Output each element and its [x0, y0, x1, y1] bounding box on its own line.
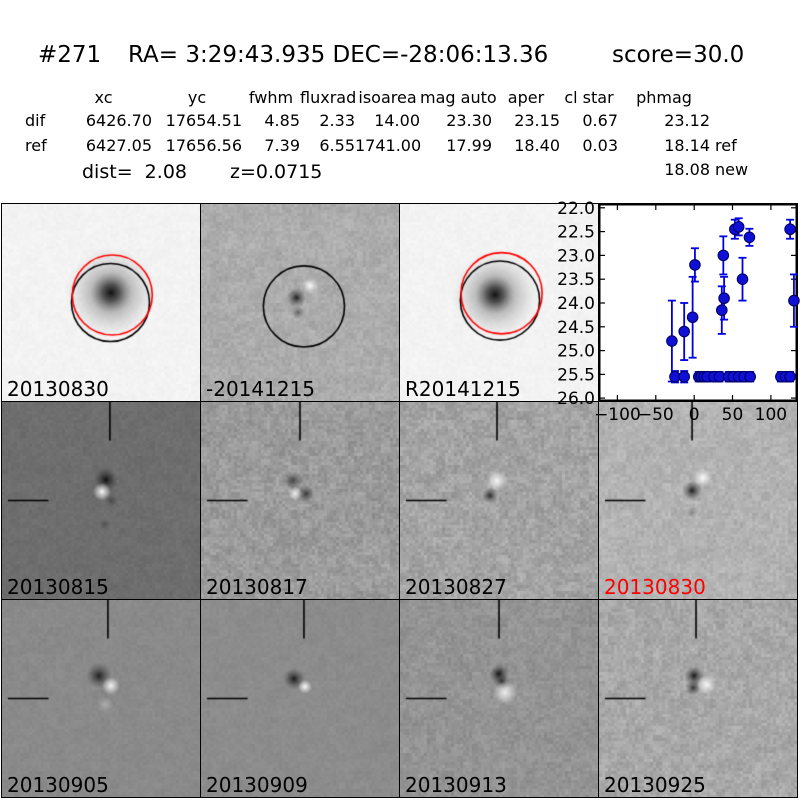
cutout-date-label: 20130827: [405, 575, 507, 599]
photometry-row-ref: ref 6427.05 17656.56 7.39 6.55 1741.00 1…: [25, 136, 750, 155]
col-header-cl-star: cl star: [564, 88, 614, 107]
dif-cl-star: 0.67: [582, 111, 618, 130]
dif-xc: 6426.70: [85, 111, 152, 130]
cutout-image: [400, 402, 598, 599]
dist-value: dist= 2.08: [82, 161, 187, 183]
svg-text:23.0: 23.0: [557, 246, 595, 266]
cutout-difference-20141215: -20141215: [201, 204, 399, 401]
ref-isoarea: 1741.00: [355, 136, 422, 155]
col-header-fluxrad: fluxrad: [300, 88, 357, 107]
redshift-value: z=0.0715: [230, 161, 323, 183]
col-header-yc: yc: [187, 88, 207, 107]
col-header-mag-auto: mag auto: [420, 88, 497, 107]
ref-fluxrad: 6.55: [319, 136, 355, 155]
cutout-image: [400, 204, 598, 401]
svg-text:24.0: 24.0: [557, 294, 595, 314]
photometry-header-row: xc yc fwhm fluxrad isoarea mag auto aper…: [25, 88, 750, 107]
dif-fluxrad: 2.33: [319, 111, 355, 130]
cutout-diff-20130817: 20130817: [201, 402, 399, 599]
cutout-image: [201, 600, 399, 797]
cutout-image: [599, 402, 797, 599]
ref-yc: 17656.56: [165, 136, 242, 155]
cutout-date-label: 20130913: [405, 773, 507, 797]
ref-mag-auto: 17.99: [446, 136, 492, 155]
candidate-coordinates: RA= 3:29:43.935 DEC=-28:06:13.36: [128, 42, 549, 68]
cutout-date-label: 20130830: [7, 377, 109, 401]
cutout-diff-20130909: 20130909: [201, 600, 399, 797]
svg-text:−100: −100: [594, 405, 641, 425]
dif-mag-auto: 23.30: [446, 111, 492, 130]
cutout-diff-20130830-highlighted: 20130830: [599, 402, 797, 599]
svg-text:22.0: 22.0: [557, 199, 595, 219]
cutout-image: [400, 600, 598, 797]
cutout-image: [201, 402, 399, 599]
row-label: ref: [25, 136, 47, 155]
col-header-fwhm: fwhm: [248, 88, 294, 107]
dif-fwhm: 4.85: [264, 111, 300, 130]
cutout-new-epoch-20130830: 20130830: [2, 204, 200, 401]
cutout-image: [2, 600, 200, 797]
svg-text:−50: −50: [638, 405, 674, 425]
ref-xc: 6427.05: [85, 136, 152, 155]
svg-text:23.5: 23.5: [557, 270, 595, 290]
ref-aper: 18.40: [514, 136, 560, 155]
dif-aper: 23.15: [514, 111, 560, 130]
cutout-image: [2, 204, 200, 401]
cutout-diff-20130913: 20130913: [400, 600, 598, 797]
light-curve-panel: −100 −50 0 50 100 22.0 22.5 23.0 23.5 24.0 24.5 25.…: [557, 199, 800, 425]
row-label: dif: [25, 111, 46, 130]
cutout-image: [2, 402, 200, 599]
svg-text:25.5: 25.5: [557, 365, 595, 385]
svg-text:0: 0: [689, 405, 700, 425]
new-phmag-suffix: new: [715, 160, 749, 179]
light-curve-plot: −100−50 0 50 100 22.0 22.5 23.0 23.5 24.0 24.5 25.…: [557, 199, 800, 425]
cutout-date-label: -20141215: [206, 377, 316, 401]
svg-text:50: 50: [722, 405, 744, 425]
cutout-date-label: 20130905: [7, 773, 109, 797]
cutout-date-label: 20130817: [206, 575, 308, 599]
new-phmag: 18.08: [664, 160, 710, 179]
photometry-row-dif: dif 6426.70 17654.51 4.85 2.33 14.00 23.…: [25, 111, 750, 130]
dif-yc: 17654.51: [165, 111, 242, 130]
cutout-diff-20130925: 20130925: [599, 600, 797, 797]
cutout-date-label: 20130925: [604, 773, 706, 797]
cutout-image: [201, 204, 399, 401]
cutout-date-label: 20130815: [7, 575, 109, 599]
photometry-row-new-phmag: 18.08 new: [25, 160, 750, 179]
cutout-image: [599, 600, 797, 797]
svg-text:24.5: 24.5: [557, 318, 595, 338]
cutout-grid: 20130830 -20141215 R20141215 −100 −50 0 50 1…: [1, 199, 800, 798]
ref-fwhm: 7.39: [264, 136, 300, 155]
candidate-id: #271: [38, 42, 102, 68]
col-header-isoarea: isoarea: [358, 88, 417, 107]
dif-isoarea: 14.00: [374, 111, 420, 130]
col-header-phmag: phmag: [636, 88, 692, 107]
cutout-diff-20130905: 20130905: [2, 600, 200, 797]
cutout-date-label: R20141215: [405, 377, 521, 401]
cutout-date-label: 20130909: [206, 773, 308, 797]
dif-phmag-suffix: [710, 111, 750, 130]
col-header-xc: xc: [94, 88, 113, 107]
dif-phmag: 23.12: [664, 111, 710, 130]
cutout-reference-R20141215: R20141215: [400, 204, 598, 401]
candidate-score: score=30.0: [612, 42, 745, 68]
col-header-aper: aper: [507, 88, 545, 107]
svg-text:25.0: 25.0: [557, 342, 595, 362]
ref-phmag: 18.14: [664, 136, 710, 155]
svg-text:100: 100: [755, 405, 787, 425]
svg-text:26.0: 26.0: [557, 389, 595, 409]
cutout-date-label: 20130830: [604, 575, 706, 599]
svg-text:22.5: 22.5: [557, 223, 595, 243]
cutout-diff-20130815: 20130815: [2, 402, 200, 599]
cutout-diff-20130827: 20130827: [400, 402, 598, 599]
ref-phmag-suffix: ref: [715, 136, 737, 155]
ref-cl-star: 0.03: [582, 136, 618, 155]
